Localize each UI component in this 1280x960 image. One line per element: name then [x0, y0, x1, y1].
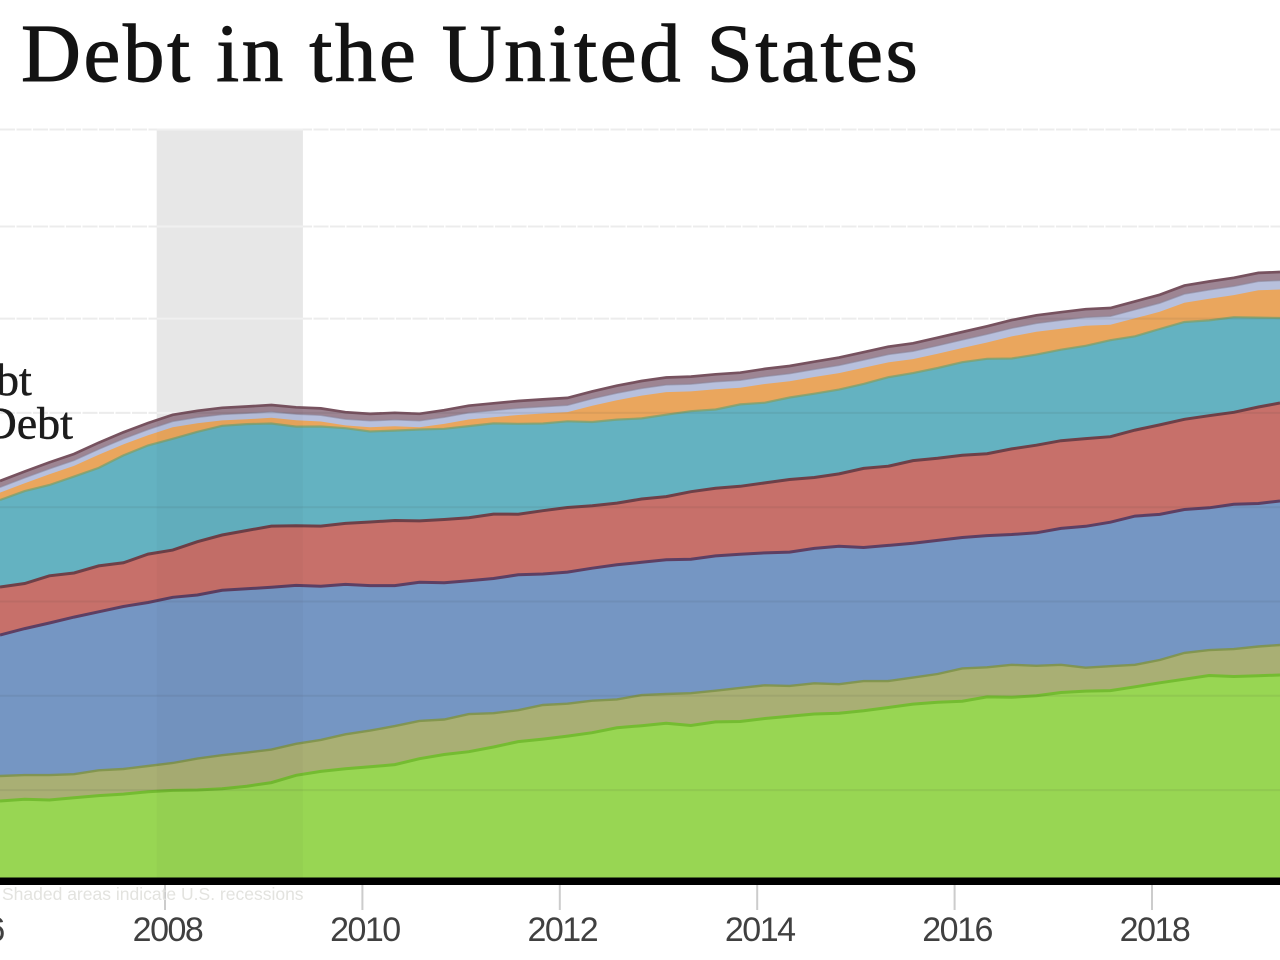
- svg-text:Debt: Debt: [0, 398, 73, 449]
- svg-text:2014: 2014: [725, 911, 795, 949]
- svg-text:2006: 2006: [0, 911, 4, 949]
- svg-text:2008: 2008: [133, 911, 203, 949]
- svg-text:Debt in the United States: Debt in the United States: [21, 7, 920, 99]
- svg-text:bt: bt: [0, 354, 32, 405]
- svg-text:2012: 2012: [527, 911, 597, 949]
- svg-text:2018: 2018: [1120, 911, 1190, 949]
- svg-text:Shaded areas indicate U.S. rec: Shaded areas indicate U.S. recessions: [2, 884, 304, 904]
- svg-text:2010: 2010: [330, 911, 400, 949]
- svg-text:2016: 2016: [922, 911, 992, 949]
